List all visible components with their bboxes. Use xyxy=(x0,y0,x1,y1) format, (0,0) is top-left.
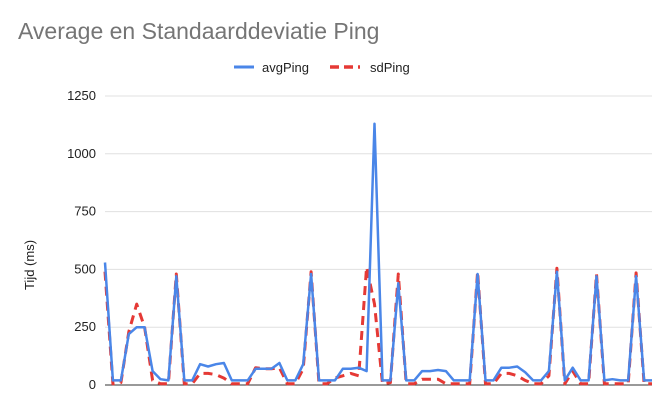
y-tick-label: 750 xyxy=(74,204,96,219)
chart-title: Average en Standaarddeviatie Ping xyxy=(18,18,380,44)
y-tick-label: 250 xyxy=(74,319,96,334)
y-tick-label: 1000 xyxy=(67,146,96,161)
legend-label-sdPing: sdPing xyxy=(370,60,410,75)
y-axis-label: Tijd (ms) xyxy=(22,240,37,290)
y-tick-labels: 0 250 500 750 1000 1250 xyxy=(67,88,96,392)
y-tick-label: 0 xyxy=(89,377,96,392)
y-tick-label: 1250 xyxy=(67,88,96,103)
series-line-avgPing xyxy=(103,122,652,382)
legend-label-avgPing: avgPing xyxy=(262,60,309,75)
series-lines xyxy=(103,122,652,386)
y-tick-label: 500 xyxy=(74,261,96,276)
legend: avgPing sdPing xyxy=(234,60,410,75)
